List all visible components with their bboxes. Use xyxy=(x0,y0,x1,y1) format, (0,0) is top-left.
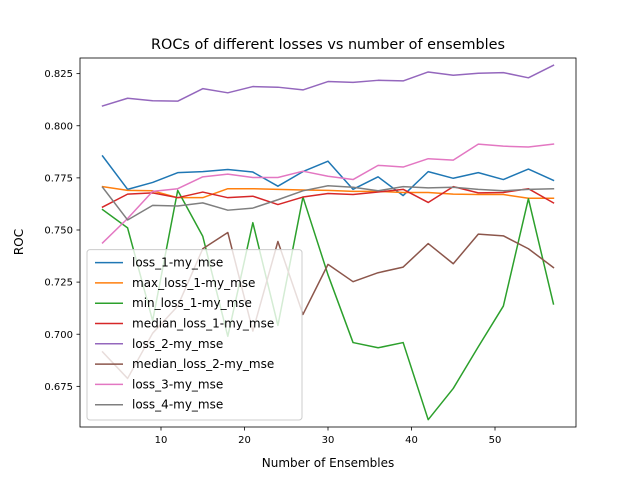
y-tick-label: 0.775 xyxy=(44,173,73,184)
series-line-loss_4-my_mse xyxy=(101,185,555,221)
x-tick-label: 10 xyxy=(155,435,168,446)
y-tick-label: 0.700 xyxy=(44,330,73,341)
series-line-min_loss_1-my_mse xyxy=(101,189,555,421)
legend-label: loss_2-my_mse xyxy=(132,337,223,351)
y-axis-label: ROC xyxy=(12,229,26,255)
x-axis: 10 20 30 40 50 xyxy=(155,427,502,446)
series-line-loss_2-my_mse xyxy=(101,64,555,107)
legend-label: median_loss_1-my_mse xyxy=(132,317,274,331)
y-tick-label: 0.750 xyxy=(44,226,73,237)
series-line-median_loss_1-my_mse xyxy=(101,185,555,209)
y-tick-label: 0.725 xyxy=(44,278,73,289)
y-tick-label: 0.675 xyxy=(44,382,73,393)
y-tick-label: 0.825 xyxy=(44,69,73,80)
chart-title: ROCs of different losses vs number of en… xyxy=(151,37,505,53)
series-line-loss_3-my_mse xyxy=(101,143,555,244)
legend-label: loss_3-my_mse xyxy=(132,377,223,391)
legend-box xyxy=(86,249,303,421)
x-tick-label: 20 xyxy=(238,435,251,446)
series-line-loss_1-my_mse xyxy=(101,154,555,197)
legend-label: max_loss_1-my_mse xyxy=(132,276,255,290)
legend: loss_1-my_mse max_loss_1-my_mse min_loss_1… xyxy=(86,249,303,421)
x-tick-label: 50 xyxy=(489,435,502,446)
legend-label: loss_4-my_mse xyxy=(132,398,223,412)
legend-label: min_loss_1-my_mse xyxy=(132,296,252,310)
y-tick-label: 0.800 xyxy=(44,121,73,132)
legend-label: median_loss_2-my_mse xyxy=(132,357,274,371)
x-axis-label: Number of Ensembles xyxy=(262,456,395,470)
legend-label: loss_1-my_mse xyxy=(132,256,223,270)
x-tick-label: 30 xyxy=(322,435,335,446)
y-axis: 0.675 0.700 0.725 0.750 0.775 0.800 0.825 xyxy=(44,69,80,393)
x-tick-label: 40 xyxy=(405,435,418,446)
